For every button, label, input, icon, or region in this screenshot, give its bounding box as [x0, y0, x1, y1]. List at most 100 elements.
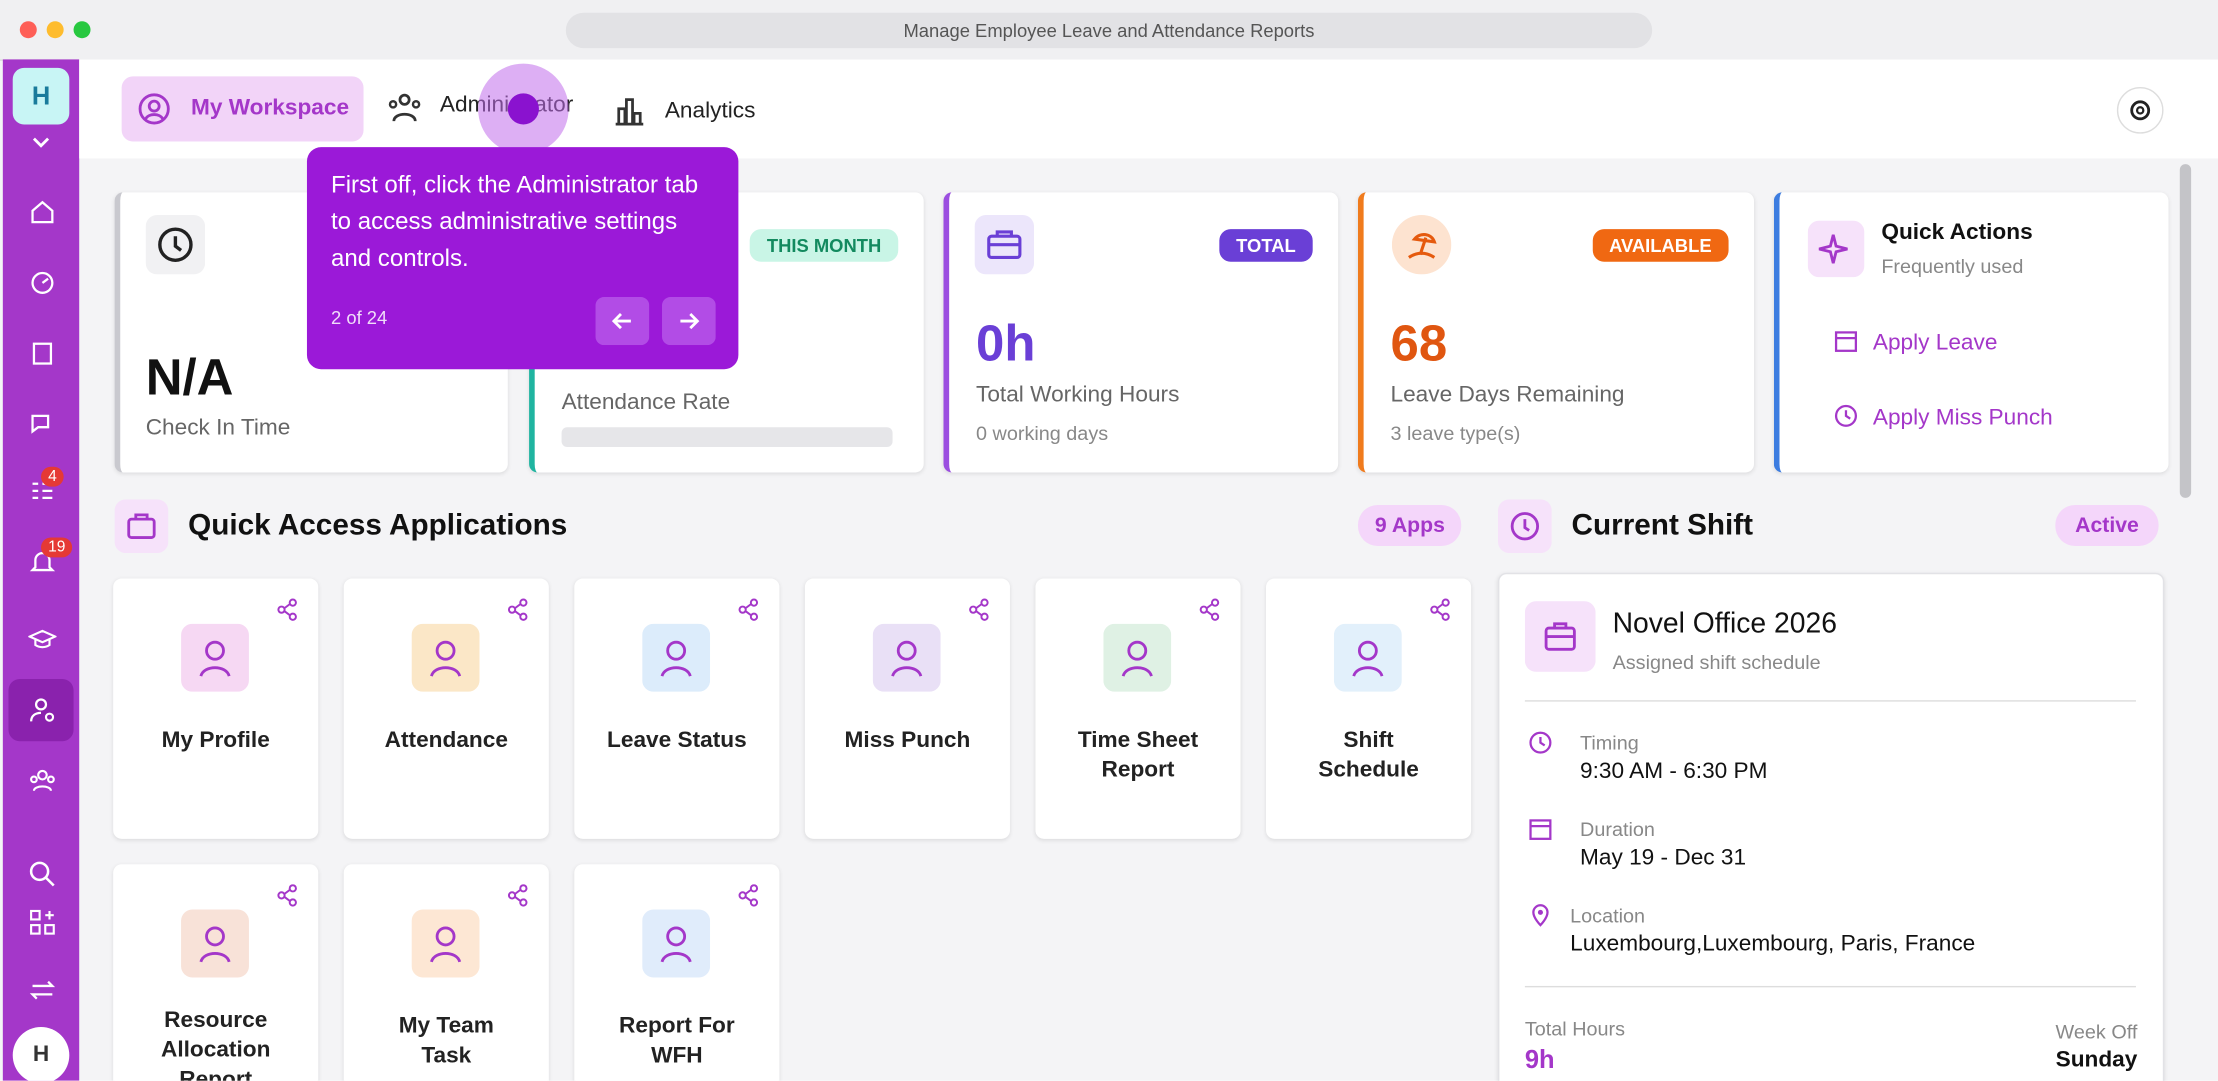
zoom-button[interactable] — [73, 21, 91, 39]
app-tile[interactable]: Leave Status — [574, 578, 780, 839]
home-icon[interactable] — [28, 198, 56, 226]
quick-action[interactable]: Apply Miss Punch — [1833, 403, 2053, 431]
shift-subtitle: Assigned shift schedule — [1612, 650, 1821, 674]
next-button[interactable] — [662, 297, 716, 346]
field-label: Timing — [1580, 731, 1639, 754]
calendar-icon — [1834, 331, 1858, 352]
stat-label: Leave Days Remaining — [1390, 383, 1625, 408]
window-title: Manage Employee Leave and Attendance Rep… — [565, 12, 1653, 49]
user-avatar[interactable]: H — [12, 1026, 70, 1081]
share-icon[interactable] — [737, 884, 760, 907]
apps-icon[interactable] — [28, 908, 56, 936]
beach-icon — [1391, 215, 1452, 275]
share-icon[interactable] — [968, 598, 991, 621]
workspace-avatar[interactable]: H — [12, 67, 70, 125]
share-icon[interactable] — [1198, 598, 1221, 621]
quick-actions-subtitle: Frequently used — [1881, 254, 2024, 278]
minimize-button[interactable] — [46, 21, 64, 39]
sparkle-icon — [1807, 220, 1865, 278]
field-value: Luxembourg,Luxembourg, Paris, France — [1570, 932, 1976, 957]
divider — [1524, 700, 2136, 702]
user-settings-icon[interactable] — [28, 696, 56, 724]
share-icon[interactable] — [276, 598, 299, 621]
app-tile[interactable]: My Team Task — [343, 864, 549, 1081]
close-button[interactable] — [19, 21, 37, 39]
stat-value: 0h — [976, 314, 1036, 373]
settings-button[interactable] — [2116, 86, 2164, 134]
highlight-dot — [507, 93, 539, 125]
book-icon[interactable] — [28, 339, 56, 367]
tab-icon — [388, 93, 421, 122]
total-hours: 9h — [1524, 1045, 1555, 1074]
search-icon[interactable] — [28, 860, 56, 888]
stat-value: 68 — [1390, 314, 1448, 373]
app-icon — [872, 623, 941, 692]
app-icon — [181, 623, 249, 692]
scrollbar[interactable] — [2179, 164, 2192, 498]
app-name: Time Sheet Report — [1077, 728, 1199, 783]
sidebar: H 4 19 H — [2, 59, 80, 1081]
app-tile[interactable]: Report For WFH — [574, 864, 780, 1081]
section-title: Current Shift — [1571, 509, 1754, 542]
quick-action[interactable]: Apply Leave — [1833, 328, 1997, 356]
share-icon[interactable] — [506, 598, 529, 621]
share-icon[interactable] — [506, 884, 529, 907]
expand-icon[interactable] — [30, 134, 53, 151]
chat-icon[interactable] — [28, 410, 56, 438]
tooltip-text: First off, click the Administrator tab t… — [331, 171, 699, 272]
app-tile[interactable]: Shift Schedule — [1266, 578, 1472, 839]
apps-count: 9 Apps — [1357, 504, 1462, 547]
field-value: May 19 - Dec 31 — [1580, 845, 1747, 870]
total-hours-label: Total Hours — [1524, 1017, 1626, 1040]
stat-label: Total Working Hours — [976, 383, 1180, 408]
tab[interactable]: Analytics — [611, 76, 795, 141]
tab-label: Analytics — [664, 99, 756, 124]
share-icon[interactable] — [276, 884, 299, 907]
app-tile[interactable]: Resource Allocation Report — [113, 864, 319, 1081]
week-off: Sunday — [2055, 1048, 2138, 1073]
briefcase-icon — [974, 215, 1035, 275]
week-off-label: Week Off — [2055, 1019, 2138, 1043]
shift-name: Novel Office 2026 — [1612, 608, 1837, 640]
app-tile[interactable]: My Profile — [113, 578, 319, 839]
learning-icon[interactable] — [28, 625, 57, 653]
divider — [1524, 985, 2136, 988]
notifications-badge: 19 — [41, 537, 73, 558]
team-icon[interactable] — [28, 767, 56, 795]
stat-badge: THIS MONTH — [749, 229, 899, 262]
share-icon[interactable] — [737, 598, 760, 621]
stat-badge: TOTAL — [1219, 229, 1313, 262]
app-name: My Profile — [161, 728, 270, 753]
app-icon — [642, 623, 711, 692]
title-bar: Manage Employee Leave and Attendance Rep… — [0, 0, 2218, 61]
field-label: Location — [1570, 903, 1646, 927]
stat-sub: 3 leave type(s) — [1390, 421, 1521, 445]
tour-tooltip: First off, click the Administrator tab t… — [306, 147, 739, 370]
stat-sub: 0 working days — [976, 421, 1109, 445]
stat-card: AVAILABLE 68 Leave Days Remaining 3 leav… — [1357, 192, 1755, 473]
app-tile[interactable]: Miss Punch — [804, 578, 1010, 839]
clock-icon — [1834, 404, 1858, 427]
location-icon — [1532, 904, 1549, 927]
app-tile[interactable]: Time Sheet Report — [1035, 578, 1241, 839]
quick-action-label: Apply Miss Punch — [1872, 405, 2053, 431]
app-icon — [411, 909, 480, 978]
dashboard-icon[interactable] — [28, 269, 56, 297]
tab[interactable]: My Workspace — [121, 76, 364, 142]
stat-card: TOTAL 0h Total Working Hours 0 working d… — [943, 192, 1339, 473]
duration-icon — [1529, 819, 1552, 840]
app-icon — [1333, 623, 1402, 692]
tab-icon — [615, 98, 644, 126]
app-icon — [642, 909, 711, 978]
switch-icon[interactable] — [28, 976, 56, 1004]
prev-button[interactable] — [595, 297, 650, 346]
app-name: Resource Allocation Report — [161, 1008, 271, 1081]
stat-label: Attendance Rate — [561, 390, 731, 415]
share-icon[interactable] — [1429, 598, 1452, 621]
app-icon — [1103, 623, 1172, 692]
app-tile[interactable]: Attendance — [343, 578, 549, 839]
tasks-badge: 4 — [41, 466, 64, 487]
